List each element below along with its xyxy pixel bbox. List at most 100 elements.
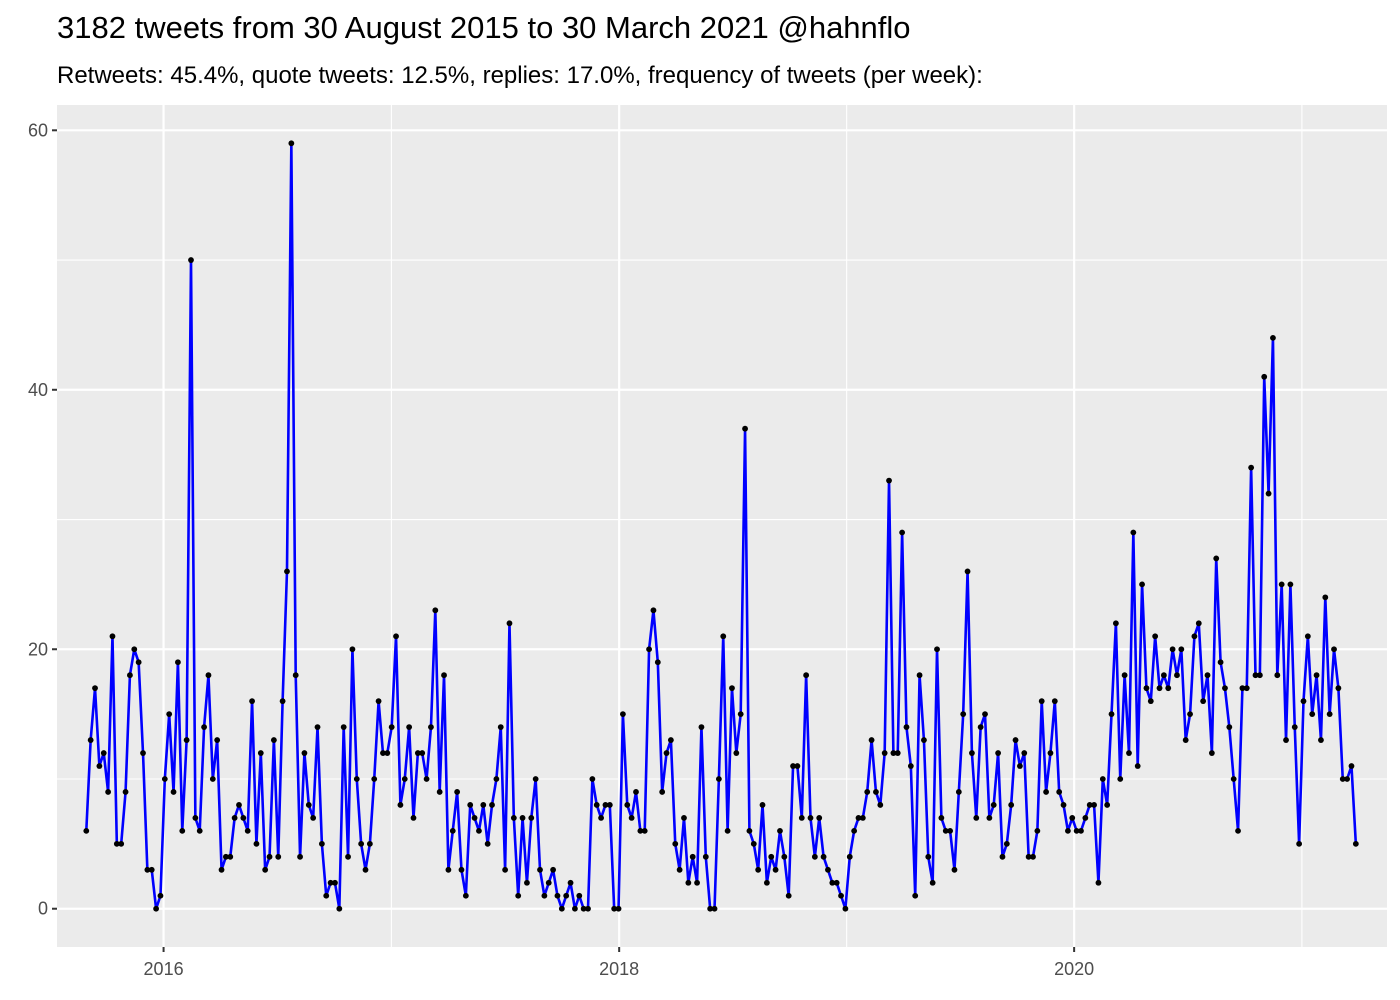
data-point bbox=[720, 633, 727, 640]
data-point bbox=[1165, 685, 1172, 692]
data-point bbox=[201, 724, 207, 730]
data-point bbox=[1235, 827, 1241, 834]
data-point bbox=[912, 892, 919, 899]
y-tick-label: 60 bbox=[28, 120, 48, 140]
data-point bbox=[196, 827, 203, 834]
data-point bbox=[1265, 490, 1272, 497]
data-point bbox=[977, 724, 984, 730]
data-point bbox=[1139, 581, 1145, 588]
data-point bbox=[1099, 776, 1106, 782]
data-point bbox=[1086, 802, 1093, 808]
data-point bbox=[1182, 737, 1189, 743]
data-point bbox=[886, 477, 892, 484]
data-point bbox=[1274, 672, 1281, 679]
data-point bbox=[602, 802, 609, 808]
data-point bbox=[1147, 698, 1154, 705]
data-point bbox=[318, 840, 325, 847]
data-point bbox=[1230, 776, 1237, 782]
data-point bbox=[881, 750, 888, 756]
data-point bbox=[811, 853, 818, 860]
data-point bbox=[1252, 672, 1259, 679]
data-point bbox=[907, 763, 914, 769]
data-point bbox=[676, 866, 683, 873]
data-point bbox=[807, 815, 814, 821]
data-point bbox=[1174, 672, 1180, 679]
data-point bbox=[358, 840, 365, 847]
data-point bbox=[100, 750, 107, 756]
data-point bbox=[467, 802, 474, 808]
data-point bbox=[982, 711, 988, 718]
data-point bbox=[489, 802, 495, 808]
data-point bbox=[1082, 815, 1089, 821]
data-point bbox=[454, 789, 461, 795]
data-point bbox=[990, 802, 997, 808]
data-point bbox=[231, 815, 238, 821]
data-point bbox=[1012, 737, 1019, 743]
data-point bbox=[825, 866, 831, 873]
data-point bbox=[393, 633, 399, 640]
data-point bbox=[310, 815, 317, 821]
data-point bbox=[157, 892, 164, 899]
data-point bbox=[1060, 802, 1067, 808]
data-point bbox=[537, 866, 543, 873]
x-axis: 2016 2018 2020 bbox=[144, 947, 1094, 979]
data-point bbox=[340, 724, 347, 730]
data-point bbox=[1335, 685, 1342, 692]
data-point bbox=[1030, 853, 1036, 860]
data-point bbox=[772, 866, 779, 873]
data-point bbox=[179, 827, 186, 834]
data-point bbox=[790, 763, 796, 769]
data-point bbox=[903, 724, 910, 730]
data-point bbox=[148, 866, 155, 873]
data-point bbox=[419, 750, 426, 756]
data-point bbox=[746, 827, 753, 834]
data-point bbox=[1291, 724, 1298, 730]
data-point bbox=[480, 802, 487, 808]
data-point bbox=[873, 789, 879, 795]
data-point bbox=[118, 840, 125, 847]
data-point bbox=[868, 737, 875, 743]
data-point bbox=[161, 776, 168, 782]
data-point bbox=[1208, 750, 1215, 756]
data-point bbox=[445, 866, 452, 873]
data-point bbox=[1156, 685, 1163, 692]
data-point bbox=[87, 737, 94, 743]
data-point bbox=[236, 802, 242, 808]
data-point bbox=[1160, 672, 1167, 679]
data-point bbox=[820, 853, 827, 860]
data-point bbox=[436, 789, 443, 795]
data-point bbox=[406, 724, 413, 730]
data-point bbox=[266, 853, 273, 860]
data-point bbox=[1017, 763, 1023, 769]
data-point bbox=[1169, 646, 1176, 653]
data-point bbox=[724, 827, 731, 834]
data-point bbox=[92, 685, 98, 692]
data-point bbox=[1043, 789, 1049, 795]
data-point bbox=[279, 698, 286, 705]
data-point bbox=[297, 853, 303, 860]
data-point bbox=[1003, 840, 1010, 847]
data-point bbox=[554, 892, 561, 899]
data-point bbox=[1152, 633, 1159, 640]
data-point bbox=[921, 737, 927, 743]
data-point bbox=[729, 685, 735, 692]
data-point bbox=[249, 698, 255, 705]
data-point bbox=[218, 866, 225, 873]
data-point bbox=[1296, 840, 1303, 847]
data-point bbox=[1121, 672, 1128, 679]
data-point bbox=[606, 802, 613, 808]
data-point bbox=[262, 866, 269, 873]
data-point bbox=[140, 750, 146, 756]
data-point bbox=[659, 789, 666, 795]
data-point bbox=[1348, 763, 1355, 769]
data-point bbox=[166, 711, 173, 718]
data-point bbox=[947, 827, 954, 834]
data-point bbox=[1134, 763, 1141, 769]
data-point bbox=[593, 802, 600, 808]
minor-gridlines bbox=[57, 105, 1387, 947]
data-point bbox=[1065, 827, 1071, 834]
data-point bbox=[414, 750, 421, 756]
data-point bbox=[742, 425, 748, 432]
data-point bbox=[205, 672, 212, 679]
